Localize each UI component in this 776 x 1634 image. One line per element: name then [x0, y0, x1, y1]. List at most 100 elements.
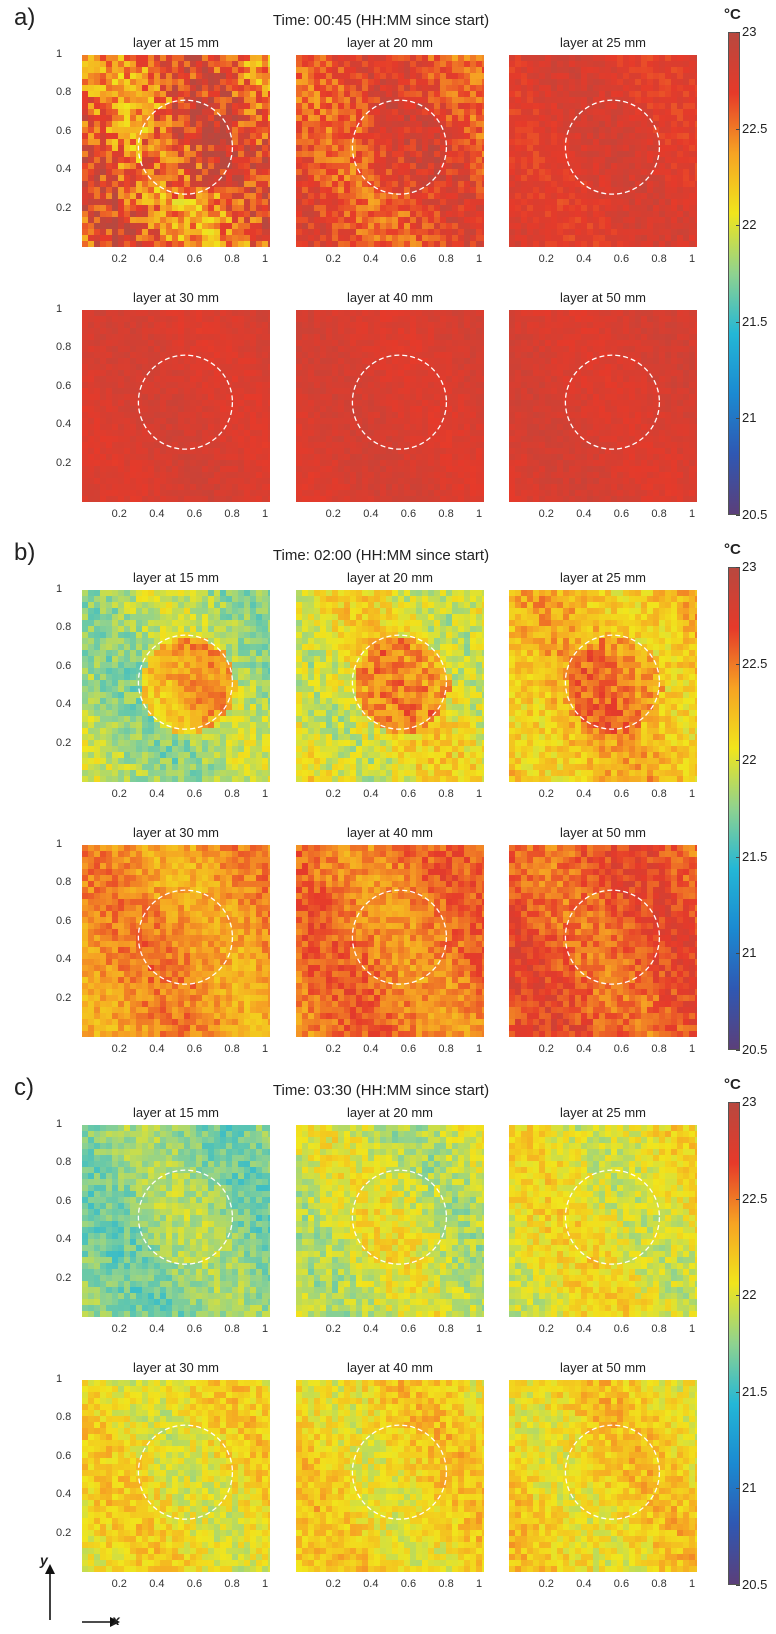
region-circle: [564, 1424, 661, 1520]
x-tick-label: 0.2: [325, 1578, 341, 1590]
y-tick-label: 0.2: [56, 991, 72, 1004]
x-tick-label: 0.4: [576, 1323, 592, 1335]
x-tick-label: 0.2: [325, 788, 341, 800]
y-tick-label: 1: [56, 48, 63, 60]
x-tick-label: 0.2: [538, 253, 554, 265]
region-circle: [351, 99, 448, 195]
x-tick-label: 0.8: [651, 1578, 667, 1590]
heatmap-svg: [509, 310, 697, 502]
colorbar-tick-label: 21: [742, 410, 757, 426]
colorbar-tick-label: 20.5: [742, 1577, 768, 1592]
y-tick-label: 1: [56, 1118, 63, 1130]
heatmap: [296, 310, 484, 502]
x-axis-arrow-label: x: [112, 1612, 120, 1628]
x-tick-label: 1: [476, 253, 483, 265]
heatmap-svg: [296, 55, 484, 247]
heatmap: [509, 590, 697, 782]
x-tick-label: 0.4: [363, 1043, 379, 1055]
heatmap-svg: [82, 845, 270, 1037]
y-tick-label: 0.6: [56, 659, 72, 672]
colorbar-tick-label: 23: [742, 24, 757, 39]
x-tick-label: 0.4: [576, 508, 592, 520]
x-tick-label: 0.8: [224, 253, 240, 265]
colorbar-tick: [736, 663, 740, 665]
x-tick-label: 0.8: [651, 508, 667, 520]
region-circle: [137, 1424, 234, 1520]
heatmap: [296, 590, 484, 782]
colorbar-tick-label: 22.5: [742, 120, 768, 136]
heatmap-svg: [509, 845, 697, 1037]
colorbar-tick-label: 23: [742, 559, 757, 574]
x-tick-label: 0.2: [111, 508, 127, 520]
y-tick-label: 0.8: [56, 1411, 72, 1424]
x-tick-label: 0.4: [363, 788, 379, 800]
x-tick-label: 0.6: [400, 1043, 417, 1055]
heatmap: [296, 55, 484, 247]
x-tick-label: 0.6: [613, 1043, 630, 1055]
x-tick-label: 1: [476, 1578, 483, 1590]
region-circle: [564, 634, 661, 730]
region-circle: [351, 354, 448, 450]
panel-label: b): [14, 539, 36, 566]
x-tick-label: 0.8: [438, 253, 454, 265]
colorbar: [728, 567, 740, 1050]
heatmap: [509, 845, 697, 1037]
region-circle: [564, 99, 661, 195]
x-tick-label: 0.8: [651, 788, 667, 800]
y-tick-label: 1: [56, 838, 63, 850]
colorbar-tick-label: 22.5: [742, 1190, 768, 1206]
panel-title: Time: 00:45 (HH:MM since start): [272, 12, 490, 29]
y-tick-label: 0.6: [56, 914, 72, 927]
subplot-title: layer at 50 mm: [560, 1360, 646, 1375]
x-tick-label: 0.8: [224, 788, 240, 800]
subplot-title: layer at 20 mm: [347, 1105, 433, 1120]
y-tick-label: 0.4: [56, 163, 72, 176]
y-tick-label: 0.4: [56, 1233, 72, 1246]
x-tick-label: 0.6: [400, 1578, 417, 1590]
subplot-title: layer at 15 mm: [133, 35, 219, 50]
subplot-title: layer at 40 mm: [347, 290, 433, 305]
heatmap-svg: [82, 310, 270, 502]
colorbar-tick: [736, 1391, 740, 1393]
x-tick-label: 0.2: [538, 1578, 554, 1590]
subplot-title: layer at 25 mm: [560, 570, 646, 585]
x-tick-label: 0.6: [400, 508, 417, 520]
panel-label: c): [14, 1074, 34, 1101]
colorbar-tick-label: 21.5: [742, 313, 768, 329]
heatmap-svg: [509, 590, 697, 782]
y-tick-label: 1: [56, 303, 63, 315]
x-tick-label: 1: [262, 508, 269, 520]
x-tick-label: 0.4: [363, 1578, 379, 1590]
x-tick-label: 1: [689, 253, 696, 265]
region-circle: [137, 634, 234, 730]
colorbar-tick: [736, 1295, 740, 1297]
colorbar-tick-label: 22.5: [742, 655, 768, 671]
x-tick-label: 0.2: [538, 788, 554, 800]
heatmap-svg: [296, 590, 484, 782]
region-circle: [351, 889, 448, 985]
colorbar-tick: [736, 1050, 740, 1051]
x-tick-label: 0.6: [400, 788, 417, 800]
heatmap: [82, 1380, 270, 1572]
x-tick-label: 1: [262, 253, 269, 265]
colorbar-tick-label: 22: [742, 752, 757, 768]
y-tick-label: 0.8: [56, 1156, 72, 1169]
colorbar-tick: [736, 32, 740, 33]
x-tick-label: 1: [262, 1323, 269, 1335]
y-tick-label: 0.4: [56, 953, 72, 966]
heatmap-svg: [82, 590, 270, 782]
x-tick-label: 0.6: [400, 253, 417, 265]
x-tick-label: 0.6: [613, 1578, 630, 1590]
region-circle: [351, 1169, 448, 1265]
x-tick-label: 0.8: [438, 788, 454, 800]
y-tick-label: 0.8: [56, 876, 72, 889]
colorbar-unit: °C: [724, 6, 741, 23]
x-tick-label: 0.6: [186, 1043, 203, 1055]
region-circle: [137, 889, 234, 985]
x-tick-label: 0.4: [363, 1323, 379, 1335]
heatmap: [82, 55, 270, 247]
x-tick-label: 0.2: [111, 1578, 127, 1590]
colorbar-tick: [736, 1102, 740, 1103]
x-tick-label: 0.4: [149, 788, 165, 800]
x-tick-label: 0.8: [651, 1043, 667, 1055]
